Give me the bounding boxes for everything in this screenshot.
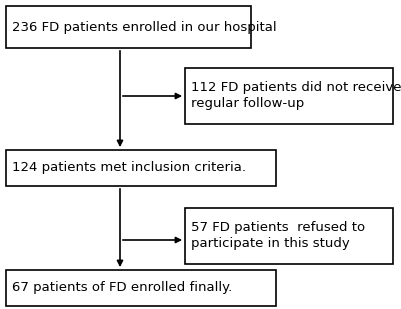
Text: 236 FD patients enrolled in our hospital: 236 FD patients enrolled in our hospital [12, 20, 277, 33]
Text: 112 FD patients did not receive
regular follow-up: 112 FD patients did not receive regular … [191, 82, 401, 111]
Bar [6, 150, 276, 186]
Text: 67 patients of FD enrolled finally.: 67 patients of FD enrolled finally. [12, 281, 232, 294]
Text: 57 FD patients  refused to
participate in this study: 57 FD patients refused to participate in… [191, 222, 365, 251]
Bar [185, 208, 393, 264]
Text: 124 patients met inclusion criteria.: 124 patients met inclusion criteria. [12, 162, 246, 175]
Bar [6, 6, 251, 48]
Bar [185, 68, 393, 124]
Bar [6, 270, 276, 306]
